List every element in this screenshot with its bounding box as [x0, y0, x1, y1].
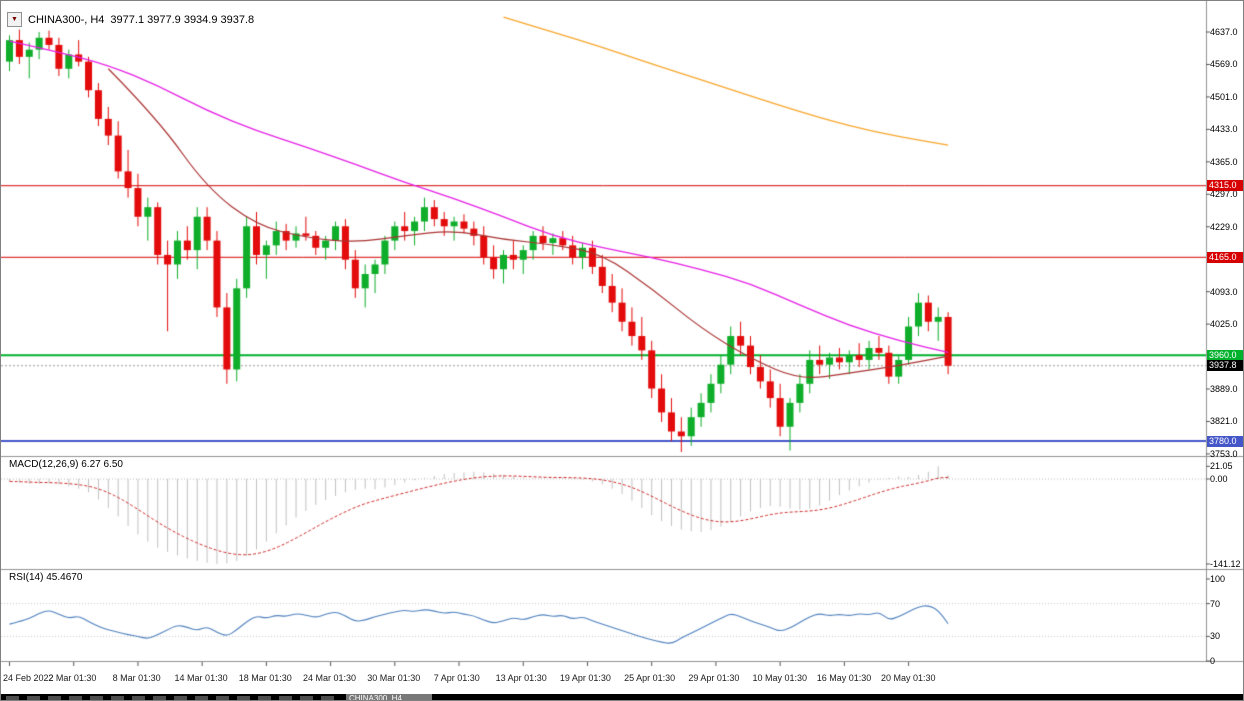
- symbol-title: CHINA300-, H4: [28, 13, 105, 26]
- rsi-indicator-label: RSI(14) 45.4670: [9, 572, 83, 583]
- chevron-down-icon[interactable]: ▼: [7, 12, 22, 27]
- active-chart-tab[interactable]: CHINA300, H4: [346, 694, 432, 700]
- symbol-info: ▼ CHINA300-, H4 3977.1 3977.9 3934.9 393…: [7, 12, 254, 27]
- bottom-tab-bar: CHINA300, H4: [1, 694, 1243, 700]
- macd-indicator-label: MACD(12,26,9) 6.27 6.50: [9, 459, 123, 470]
- symbol-ohlc-values: 3977.1 3977.9 3934.9 3937.8: [110, 13, 255, 26]
- inactive-tab-fragments: [6, 696, 336, 700]
